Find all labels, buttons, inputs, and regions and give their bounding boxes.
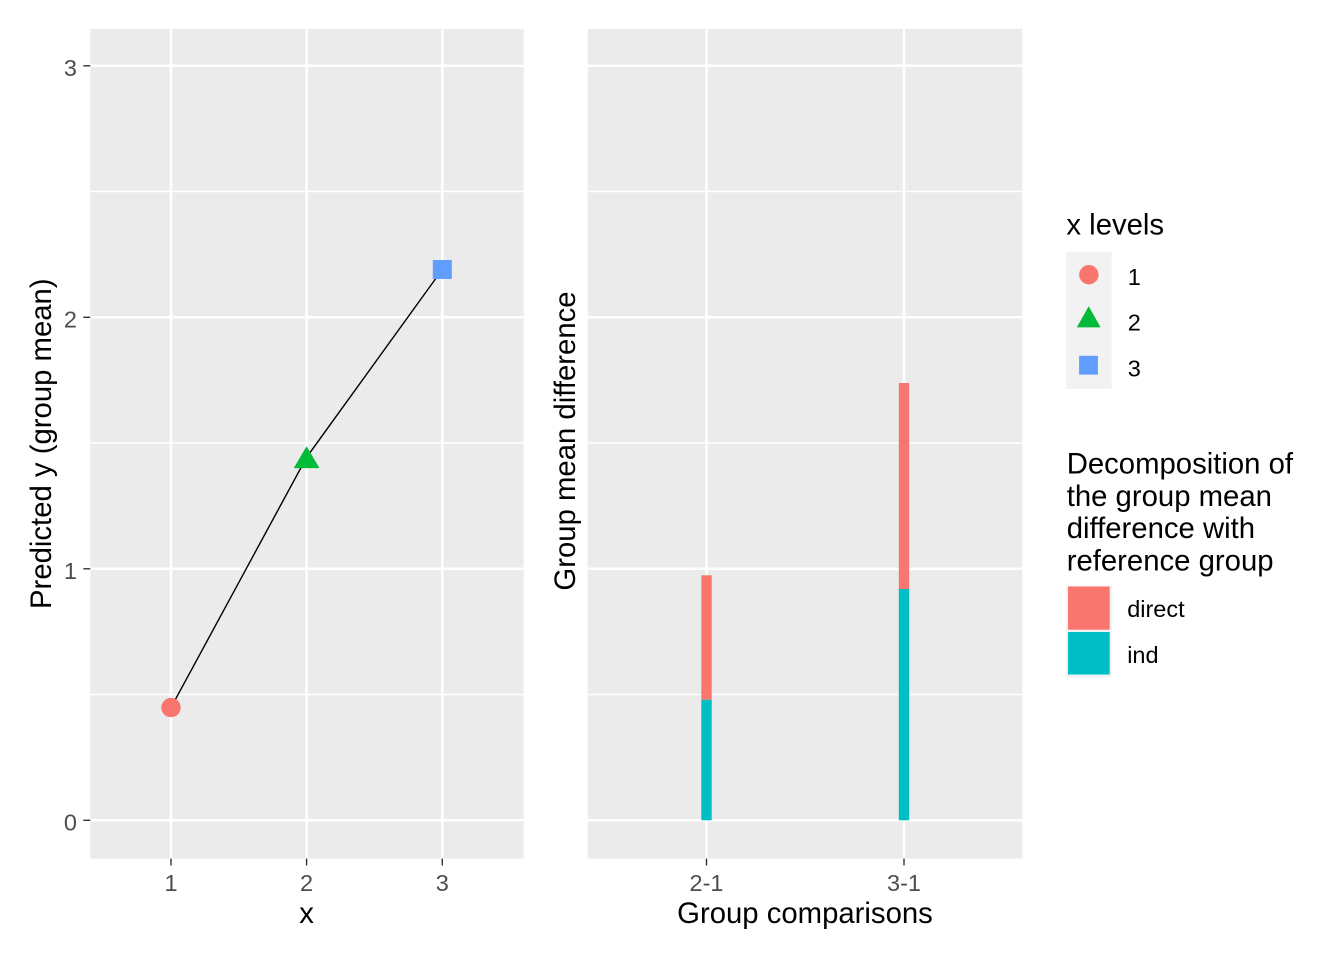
svg-text:2: 2	[300, 870, 313, 896]
svg-text:Decomposition of: Decomposition of	[1067, 448, 1294, 481]
svg-text:ind: ind	[1127, 642, 1158, 668]
svg-text:1: 1	[64, 558, 77, 584]
svg-text:1: 1	[164, 870, 177, 896]
svg-text:3-1: 3-1	[887, 870, 921, 896]
svg-text:1: 1	[1128, 264, 1141, 290]
svg-text:Predicted y (group mean): Predicted y (group mean)	[25, 278, 58, 609]
svg-text:x: x	[299, 897, 314, 930]
svg-text:difference with: difference with	[1067, 512, 1255, 545]
svg-text:direct: direct	[1127, 596, 1185, 622]
svg-text:Group comparisons: Group comparisons	[677, 897, 933, 930]
svg-text:reference group: reference group	[1067, 545, 1274, 578]
svg-text:2-1: 2-1	[690, 870, 724, 896]
svg-text:3: 3	[436, 870, 449, 896]
svg-text:3: 3	[1128, 355, 1141, 381]
svg-text:Group mean difference: Group mean difference	[549, 291, 582, 590]
svg-text:x levels: x levels	[1066, 208, 1164, 241]
svg-text:3: 3	[64, 55, 77, 81]
svg-text:the group mean: the group mean	[1067, 480, 1272, 513]
svg-text:2: 2	[1128, 310, 1141, 336]
svg-text:0: 0	[64, 810, 77, 836]
svg-text:2: 2	[64, 307, 77, 333]
